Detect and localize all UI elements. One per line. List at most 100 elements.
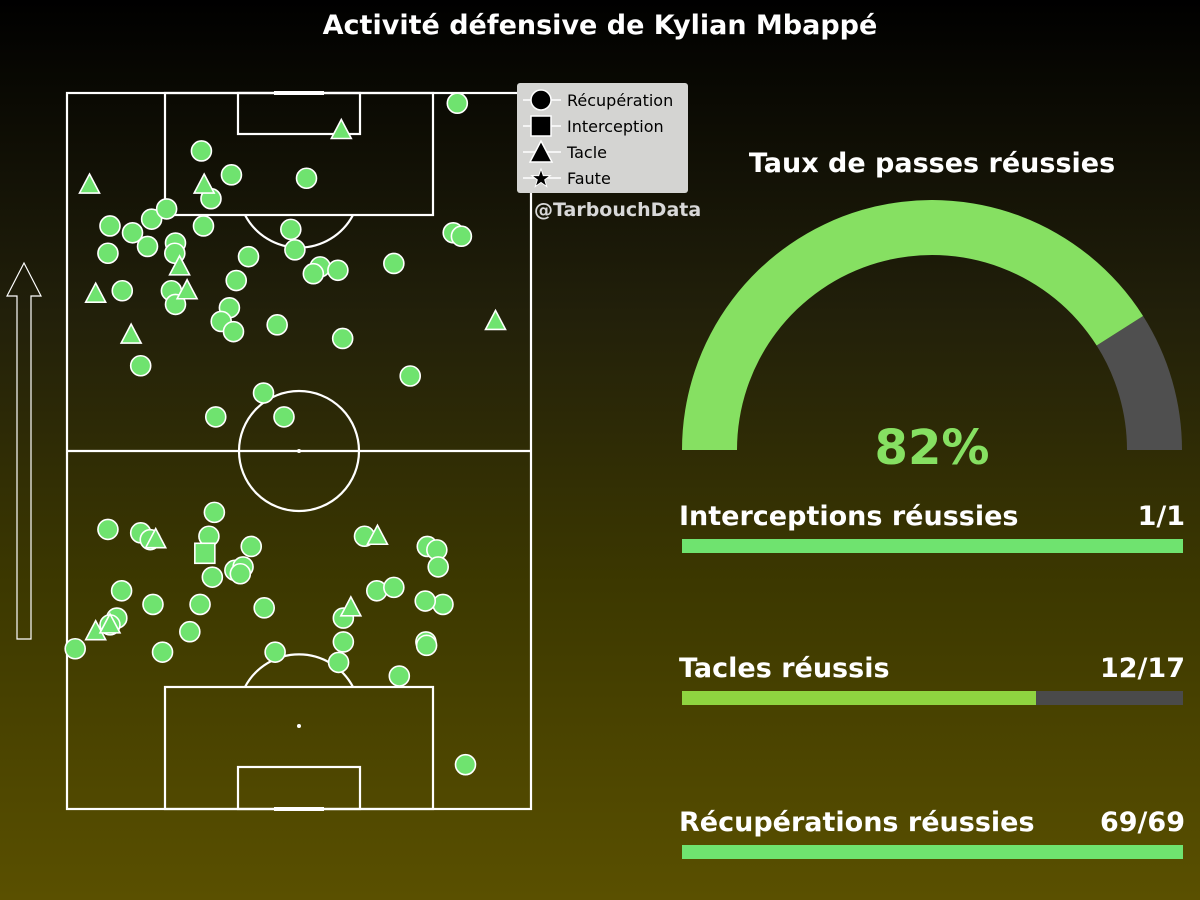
marker-recuperation	[266, 314, 288, 336]
stat-bar-fill	[682, 845, 1183, 859]
marker-recuperation	[450, 225, 473, 247]
stat-label: Tacles réussis	[679, 653, 890, 684]
marker-recuperation	[280, 218, 302, 241]
action-markers	[64, 92, 507, 776]
pass-success-gauge	[682, 200, 1182, 450]
marker-recuperation	[454, 753, 477, 776]
marker-recuperation	[415, 634, 438, 657]
legend-item-interception: Interception	[517, 113, 688, 139]
legend-item-recuperation: Récupération	[517, 87, 688, 113]
legend-label: Tacle	[567, 142, 608, 162]
marker-recuperation	[253, 597, 276, 619]
marker-tacle	[119, 322, 143, 344]
stat-recoveries: Récupérations réussies 69/69	[679, 807, 1185, 867]
bottom-goal-area	[236, 765, 362, 811]
marker-recuperation	[129, 354, 152, 377]
gauge-remainder-arc	[1096, 316, 1182, 450]
square-marker-icon	[530, 115, 552, 137]
marker-recuperation	[383, 576, 405, 599]
marker-tacle	[175, 278, 199, 300]
stat-value: 1/1	[1137, 501, 1185, 532]
marker-tacle	[98, 612, 122, 634]
marker-recuperation	[151, 641, 174, 663]
marker-recuperation	[140, 208, 163, 230]
marker-recuperation	[446, 92, 469, 115]
marker-recuperation	[111, 279, 134, 302]
legend-item-faute: Faute	[517, 165, 688, 191]
marker-recuperation	[427, 556, 450, 578]
stat-label: Interceptions réussies	[679, 501, 1019, 532]
marker-recuperation	[179, 620, 201, 643]
credit-handle: @TarbouchData	[534, 199, 702, 221]
marker-interception	[194, 542, 216, 565]
marker-tacle	[192, 172, 216, 194]
stat-value: 12/17	[1099, 653, 1185, 684]
marker-recuperation	[99, 215, 121, 237]
legend-label: Faute	[567, 168, 611, 188]
marker-recuperation	[222, 320, 245, 343]
marker-recuperation	[155, 198, 178, 220]
stat-bar-fill	[682, 539, 1183, 553]
marker-recuperation	[240, 535, 263, 558]
marker-recuperation	[284, 239, 306, 261]
gauge-title: Taux de passes réussies	[748, 148, 1116, 179]
marker-recuperation	[189, 593, 211, 616]
marker-recuperation	[273, 406, 295, 428]
marker-tacle	[329, 117, 353, 140]
stat-bar-track	[682, 845, 1183, 859]
marker-recuperation	[192, 215, 215, 237]
stat-value: 69/69	[1099, 807, 1185, 838]
marker-recuperation	[264, 641, 286, 663]
marker-tacle	[366, 523, 389, 546]
center-spot	[297, 449, 301, 453]
marker-recuperation	[302, 262, 325, 285]
legend-label: Récupération	[567, 90, 674, 110]
marker-recuperation	[327, 651, 350, 674]
stat-bar-track	[682, 691, 1183, 705]
marker-recuperation	[225, 269, 248, 292]
bottom-penalty-spot	[297, 724, 301, 728]
marker-recuperation	[220, 164, 243, 186]
marker-recuperation	[327, 259, 349, 282]
marker-recuperation	[229, 562, 252, 585]
defensive-activity-pitch	[6, 92, 507, 811]
chart-title: Activité défensive de Kylian Mbappé	[322, 10, 878, 41]
gauge-value: 82%	[874, 420, 990, 476]
legend-label: Interception	[567, 116, 664, 136]
legend: Récupération Interception Tacle Faute	[517, 83, 688, 193]
marker-recuperation	[252, 382, 275, 404]
marker-recuperation	[121, 221, 144, 244]
marker-recuperation	[204, 406, 227, 428]
marker-tacle	[78, 172, 101, 194]
star-marker-icon	[530, 167, 552, 188]
gauge-success-arc	[682, 200, 1144, 450]
marker-recuperation	[414, 590, 437, 612]
bottom-penalty-arc	[244, 653, 354, 688]
legend-item-tacle: Tacle	[517, 139, 688, 165]
marker-recuperation	[136, 235, 159, 258]
stat-bar-track	[682, 539, 1183, 553]
marker-tacle	[168, 254, 191, 276]
circle-marker-icon	[530, 89, 552, 111]
marker-recuperation	[237, 245, 260, 268]
triangle-marker-icon	[528, 139, 554, 163]
marker-recuperation	[388, 665, 411, 687]
marker-recuperation	[97, 242, 119, 265]
stat-interceptions: Interceptions réussies 1/1	[679, 501, 1185, 561]
stat-tackles: Tacles réussis 12/17	[679, 653, 1185, 713]
stat-bar-fill	[682, 691, 1036, 705]
marker-tacle	[339, 595, 363, 617]
marker-recuperation	[331, 327, 354, 350]
marker-recuperation	[399, 365, 422, 387]
marker-recuperation	[142, 593, 164, 616]
center-circle	[237, 389, 361, 513]
attack-direction-arrow	[6, 261, 42, 640]
marker-recuperation	[295, 167, 318, 190]
marker-recuperation	[432, 593, 454, 616]
marker-recuperation	[201, 566, 224, 588]
marker-recuperation	[97, 518, 119, 541]
marker-recuperation	[190, 140, 213, 162]
marker-recuperation	[110, 579, 133, 602]
bottom-penalty-area	[163, 685, 435, 811]
marker-recuperation	[64, 637, 86, 660]
